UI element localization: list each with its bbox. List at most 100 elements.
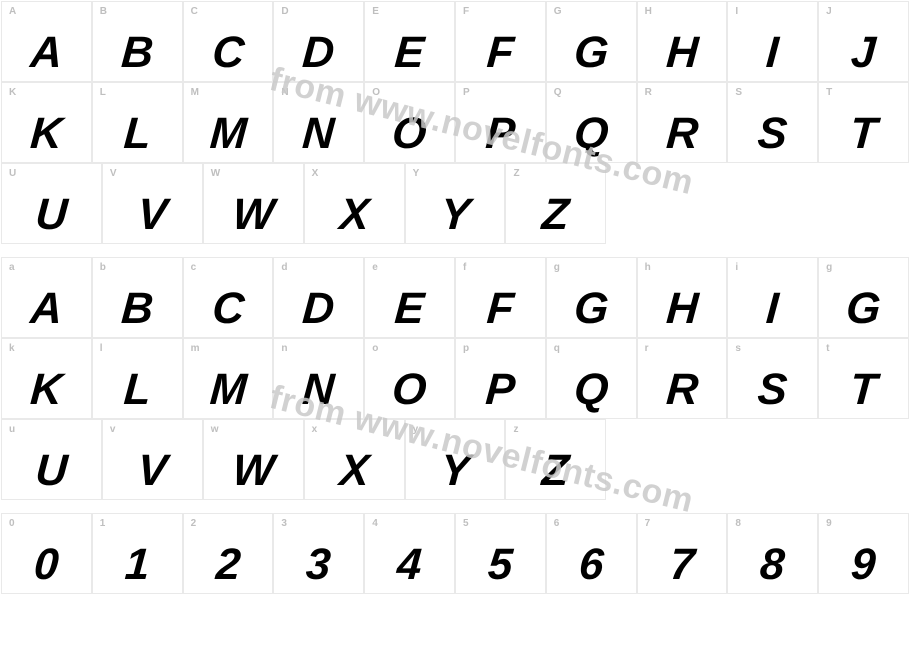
cell-glyph: I xyxy=(727,287,818,331)
cell-glyph: T xyxy=(818,368,909,412)
glyph-cell: fF xyxy=(455,257,546,338)
glyph-cell: UU xyxy=(1,163,102,244)
cell-glyph: Y xyxy=(405,449,506,493)
cell-glyph: 2 xyxy=(183,543,274,587)
grid-row: UUVVWWXXYYZZ xyxy=(1,163,909,244)
glyph-cell: wW xyxy=(203,419,304,500)
grid-row: aAbBcCdDeEfFgGhHiIgG xyxy=(1,257,909,338)
cell-label: M xyxy=(191,87,200,98)
cell-label: a xyxy=(9,262,15,273)
cell-glyph: W xyxy=(203,193,304,237)
cell-label: N xyxy=(281,87,289,98)
cell-glyph: R xyxy=(637,112,728,156)
glyph-cell: GG xyxy=(546,1,637,82)
cell-label: b xyxy=(100,262,107,273)
glyph-cell: SS xyxy=(727,82,818,163)
cell-label: 5 xyxy=(463,518,469,529)
cell-glyph: G xyxy=(818,287,909,331)
cell-glyph: I xyxy=(727,31,818,75)
cell-label: X xyxy=(312,168,319,179)
cell-glyph: E xyxy=(364,31,455,75)
cell-label: Y xyxy=(413,168,420,179)
glyph-cell: BB xyxy=(92,1,183,82)
glyph-cell: qQ xyxy=(546,338,637,419)
cell-glyph: O xyxy=(364,112,455,156)
cell-label: 1 xyxy=(100,518,106,529)
cell-glyph: U xyxy=(1,193,102,237)
grid-row: kKlLmMnNoOpPqQrRsStT xyxy=(1,338,909,419)
cell-label: g xyxy=(554,262,561,273)
cell-glyph: Y xyxy=(405,193,506,237)
cell-label: e xyxy=(372,262,378,273)
cell-glyph: P xyxy=(455,112,546,156)
cell-label: I xyxy=(735,6,738,17)
cell-label: x xyxy=(312,424,318,435)
cell-label: P xyxy=(463,87,470,98)
glyph-cell: lL xyxy=(92,338,183,419)
cell-label: s xyxy=(735,343,741,354)
cell-glyph: E xyxy=(364,287,455,331)
cell-glyph: X xyxy=(304,193,405,237)
grid-row: AABBCCDDEEFFGGHHIIJJ xyxy=(1,1,909,82)
glyph-cell: NN xyxy=(273,82,364,163)
cell-label: u xyxy=(9,424,16,435)
cell-glyph: G xyxy=(546,287,637,331)
cell-label: w xyxy=(211,424,219,435)
cell-glyph: Q xyxy=(546,368,637,412)
glyph-cell: sS xyxy=(727,338,818,419)
glyph-cell: iI xyxy=(727,257,818,338)
grid-gap xyxy=(1,500,909,513)
glyph-cell: zZ xyxy=(505,419,606,500)
cell-glyph: 6 xyxy=(546,543,637,587)
cell-label: v xyxy=(110,424,116,435)
cell-label: V xyxy=(110,168,117,179)
glyph-cell: YY xyxy=(405,163,506,244)
cell-label: z xyxy=(513,424,519,435)
glyph-cell: hH xyxy=(637,257,728,338)
cell-label: Q xyxy=(554,87,562,98)
glyph-cell: MM xyxy=(183,82,274,163)
glyph-cell: 00 xyxy=(1,513,92,594)
glyph-cell: eE xyxy=(364,257,455,338)
cell-glyph: W xyxy=(203,449,304,493)
glyph-cell: 66 xyxy=(546,513,637,594)
cell-glyph: F xyxy=(455,31,546,75)
cell-glyph: 0 xyxy=(1,543,92,587)
glyph-cell: HH xyxy=(637,1,728,82)
glyph-cell: gG xyxy=(818,257,909,338)
glyph-cell: FF xyxy=(455,1,546,82)
cell-label: B xyxy=(100,6,108,17)
cell-label: 8 xyxy=(735,518,741,529)
glyph-cell: LL xyxy=(92,82,183,163)
cell-glyph: Z xyxy=(505,193,606,237)
glyph-cell: 22 xyxy=(183,513,274,594)
glyph-cell: yY xyxy=(405,419,506,500)
grid-row: uUvVwWxXyYzZ xyxy=(1,419,909,500)
cell-label: G xyxy=(554,6,562,17)
cell-glyph: U xyxy=(1,449,102,493)
cell-glyph: 5 xyxy=(455,543,546,587)
cell-glyph: 1 xyxy=(92,543,183,587)
cell-glyph: F xyxy=(455,287,546,331)
cell-glyph: X xyxy=(304,449,405,493)
cell-glyph: V xyxy=(102,193,203,237)
glyph-cell: VV xyxy=(102,163,203,244)
cell-glyph: T xyxy=(818,112,909,156)
cell-label: Z xyxy=(513,168,520,179)
cell-glyph: Q xyxy=(546,112,637,156)
cell-glyph: A xyxy=(1,31,92,75)
cell-label: h xyxy=(645,262,652,273)
glyph-cell: aA xyxy=(1,257,92,338)
cell-label: 0 xyxy=(9,518,15,529)
glyph-cell: 77 xyxy=(637,513,728,594)
cell-glyph: S xyxy=(727,368,818,412)
glyph-cell: 44 xyxy=(364,513,455,594)
glyph-cell: kK xyxy=(1,338,92,419)
glyph-cell: KK xyxy=(1,82,92,163)
cell-glyph: K xyxy=(1,112,92,156)
glyph-cell: pP xyxy=(455,338,546,419)
cell-glyph: N xyxy=(273,112,364,156)
cell-glyph: M xyxy=(183,368,274,412)
cell-glyph: N xyxy=(273,368,364,412)
cell-label: D xyxy=(281,6,289,17)
